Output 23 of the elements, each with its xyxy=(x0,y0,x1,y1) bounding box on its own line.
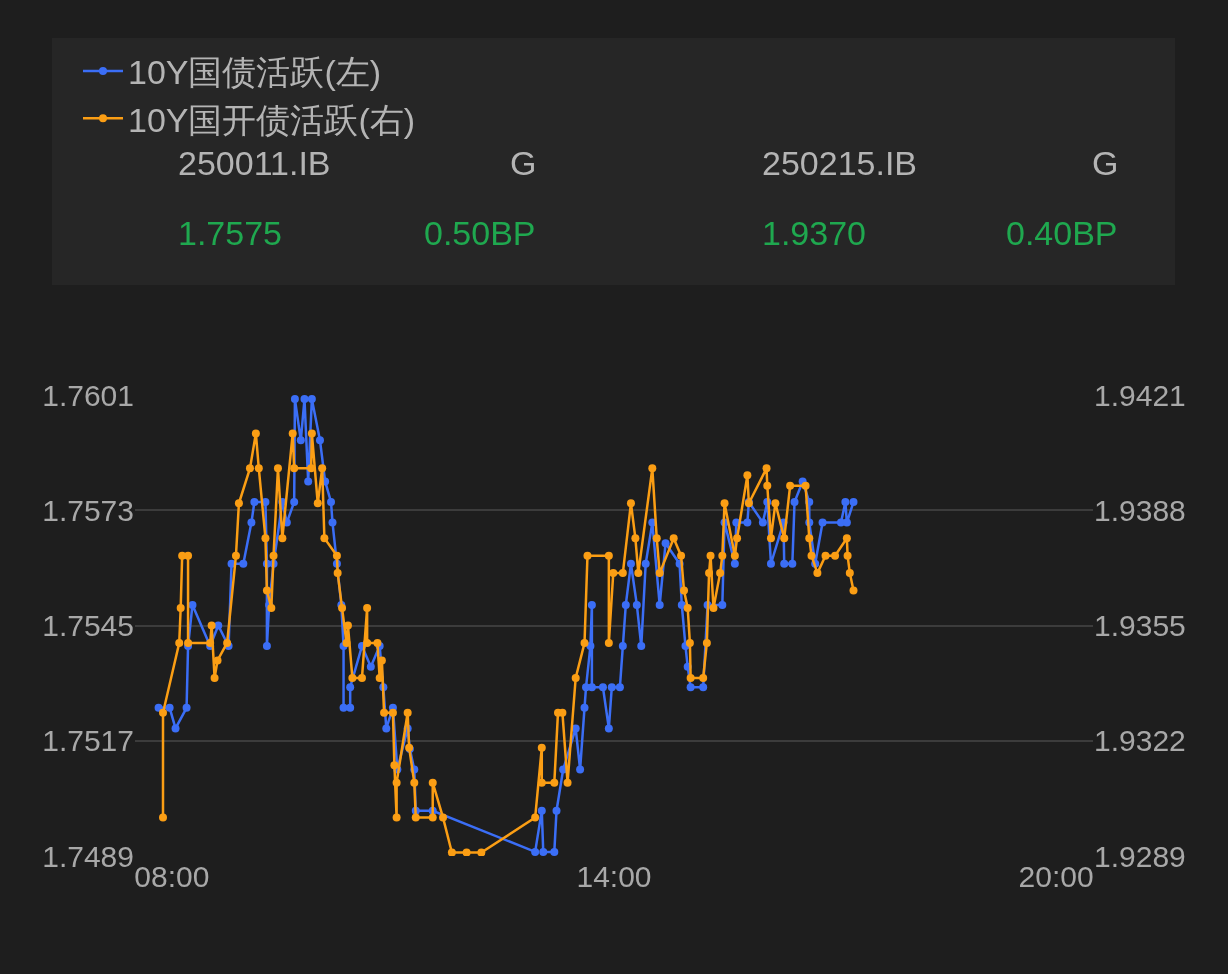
y2-tick-label: 1.9289 xyxy=(1094,839,1186,873)
text: 1.7575 xyxy=(178,214,282,252)
text: 1.9370 xyxy=(762,214,866,252)
y2-tick-label: 1.9355 xyxy=(1094,609,1186,642)
y2-tick-label: 1.9322 xyxy=(1094,724,1186,758)
y2-tick-label: 1.9388 xyxy=(1094,493,1186,527)
x-tick-label: 08:00 xyxy=(134,860,210,893)
y-tick-label: 1.7489 xyxy=(42,839,134,873)
legend-label: 10Y国开债活跃(右) xyxy=(128,100,416,139)
text: G xyxy=(1092,144,1119,182)
y2-tick-label: 1.9421 xyxy=(1094,378,1186,412)
legend-label: 10Y国债活跃(左) xyxy=(128,53,382,92)
y-tick-label: 1.7573 xyxy=(42,493,134,527)
text: 0.40BP xyxy=(1006,214,1118,252)
y-tick-label: 1.7601 xyxy=(42,378,134,412)
x-tick-label: 14:00 xyxy=(576,860,652,893)
text: 250011.IB xyxy=(178,144,331,182)
text: 250215.IB xyxy=(762,144,918,182)
y-tick-label: 1.7545 xyxy=(42,609,134,642)
text: G xyxy=(510,144,537,182)
y-tick-label: 1.7517 xyxy=(42,724,134,758)
x-tick-label: 20:00 xyxy=(1018,860,1094,893)
text: 0.50BP xyxy=(424,214,536,252)
